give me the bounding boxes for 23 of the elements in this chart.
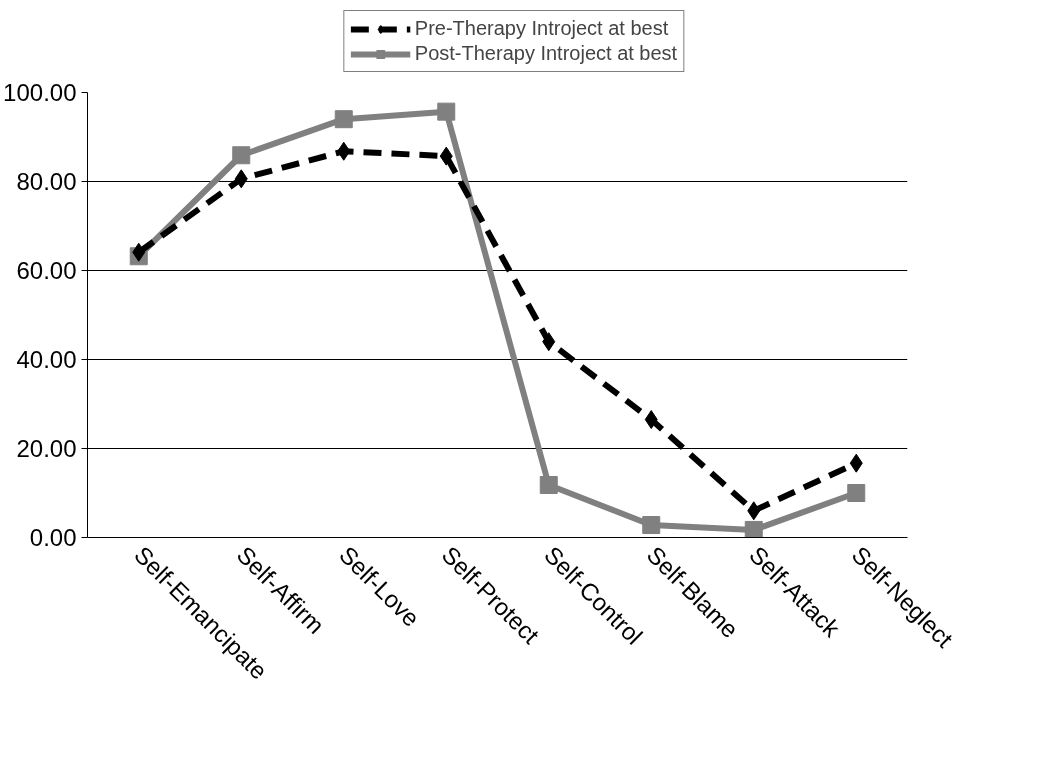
point [539,475,558,494]
point [439,146,453,166]
legend-label: Post-Therapy Introject at best [414,42,678,65]
point [437,102,456,121]
point [744,520,763,538]
y-tick-label: 100.00 [3,79,77,106]
y-tick-label: 20.00 [16,435,77,462]
point [234,169,248,189]
point [232,146,251,165]
point [849,453,863,473]
y-tick-label: 60.00 [16,257,77,284]
point [847,484,866,502]
y-tick-label: 0.00 [29,524,77,551]
point [337,141,351,161]
y-tick-label: 80.00 [16,168,77,195]
legend-label: Pre-Therapy Introject at best [414,17,669,40]
point [132,242,146,262]
point [642,516,661,535]
point [542,332,556,352]
point [334,110,353,129]
y-tick-label: 40.00 [16,346,77,373]
point [644,410,658,430]
point [747,501,761,521]
